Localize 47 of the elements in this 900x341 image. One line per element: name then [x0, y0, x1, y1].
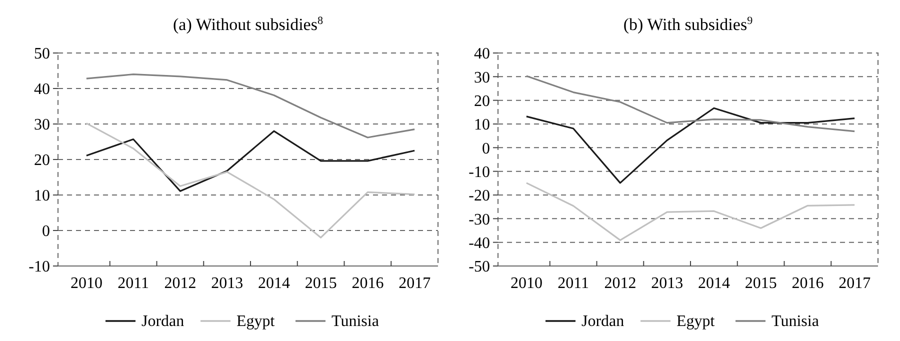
x-tick-label: 2015 — [744, 275, 777, 292]
line-series — [86, 74, 416, 138]
x-tick-label: 2017 — [838, 275, 871, 292]
x-tick-label: 2014 — [698, 275, 730, 292]
y-tick-label: 30 — [474, 69, 490, 86]
y-tick-label: 10 — [474, 116, 490, 134]
legend-label: Jordan — [142, 313, 184, 330]
line-series — [526, 107, 856, 184]
line-series — [86, 130, 416, 192]
y-tick-label: 10 — [34, 188, 50, 205]
y-tick-label: -10 — [468, 164, 490, 181]
x-tick-label: 2017 — [398, 275, 431, 292]
y-tick-label: 20 — [34, 152, 50, 170]
y-tick-label: -40 — [468, 234, 490, 252]
x-tick-label: 2012 — [604, 275, 636, 292]
x-tick-label: 2016 — [792, 275, 824, 292]
x-tick-label: 2012 — [164, 275, 196, 292]
x-tick-label: 2015 — [304, 275, 337, 292]
legend-label: Jordan — [582, 313, 624, 330]
legend-label: Egypt — [676, 313, 716, 330]
y-tick-label: -10 — [28, 258, 50, 276]
x-tick-label: 2013 — [211, 275, 244, 292]
x-tick-label: 2011 — [118, 275, 150, 292]
y-tick-label: -30 — [468, 211, 490, 228]
y-tick-label: 50 — [34, 46, 50, 63]
x-tick-label: 2014 — [258, 275, 290, 292]
x-tick-label: 2016 — [352, 275, 384, 292]
x-tick-label: 2013 — [651, 275, 684, 292]
y-tick-label: 30 — [34, 116, 50, 134]
y-tick-label: 40 — [474, 46, 490, 63]
y-tick-label: 0 — [42, 223, 50, 240]
legend-label: Tunisia — [332, 313, 379, 330]
y-tick-label: -50 — [468, 258, 490, 276]
x-tick-label: 2010 — [70, 275, 102, 292]
chart-title: (b) With subsidies$^{9}$ — [623, 15, 754, 34]
y-tick-label: -20 — [468, 188, 490, 205]
line-series — [526, 75, 856, 132]
legend-label: Egypt — [236, 313, 276, 330]
line-series — [86, 122, 416, 238]
x-tick-label: 2010 — [510, 275, 542, 292]
y-tick-label: 0 — [482, 140, 490, 158]
legend-label: Tunisia — [772, 313, 819, 330]
y-tick-label: 20 — [474, 92, 490, 110]
line-series — [526, 182, 856, 242]
x-tick-label: 2011 — [558, 275, 590, 292]
chart-title: (a) Without subsidies$^{8}$ — [173, 15, 324, 34]
y-tick-label: 40 — [34, 81, 50, 98]
